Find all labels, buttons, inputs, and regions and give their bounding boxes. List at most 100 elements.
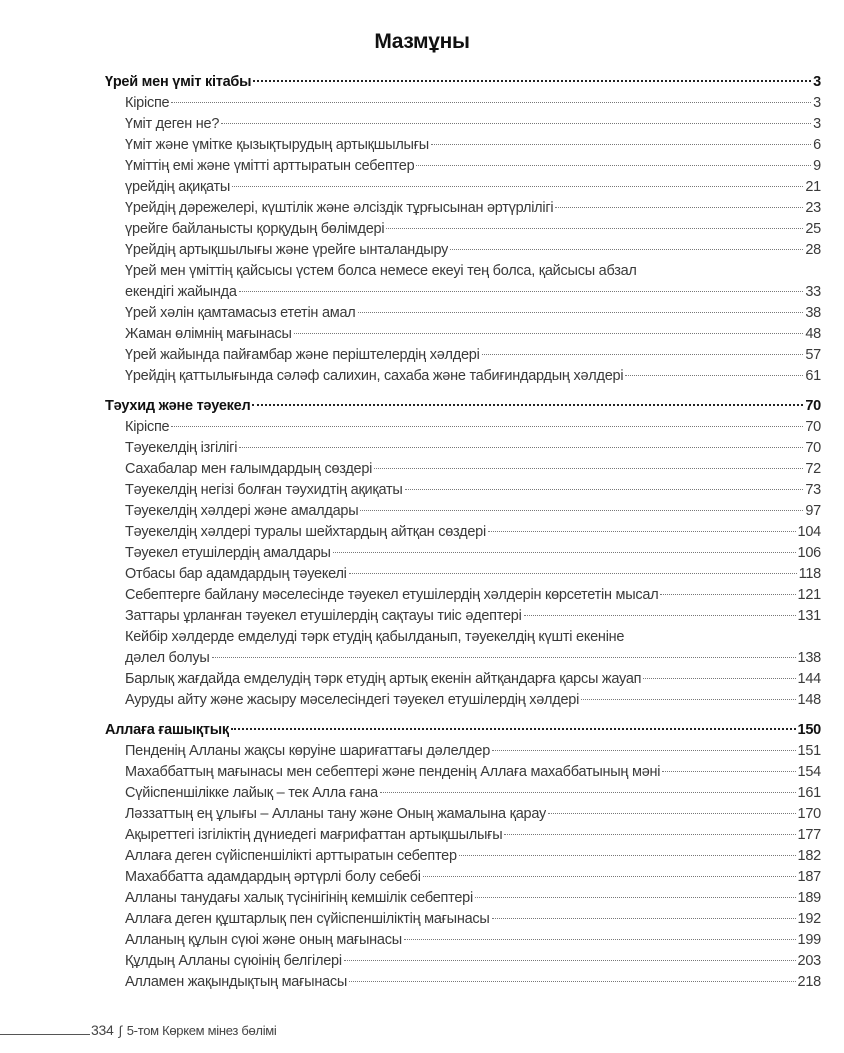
toc-entry[interactable]: Тәуекелдің ізгілігі 70 — [105, 438, 821, 459]
entry-title: Тәуекелдің ізгілігі — [125, 440, 238, 456]
entry-page-number: 3 — [813, 95, 821, 111]
entry-page-number: 70 — [805, 419, 821, 435]
footer-rule — [0, 1034, 90, 1035]
entry-page-number: 33 — [805, 284, 821, 300]
entry-title: Үрей мен үміт кітабы — [105, 74, 252, 90]
dot-leader — [171, 426, 804, 427]
entry-title: Кейбір хәлдерде емделуді тәрк етудің қаб… — [125, 629, 625, 645]
entry-title: Алланы танудағы халық түсінігінің кемшіл… — [125, 890, 473, 906]
entry-page-number: 9 — [813, 158, 821, 174]
entry-title: Себептерге байлану мәселесінде тәуекел е… — [125, 587, 659, 603]
entry-title: Үрей жайында пайғамбар және періштелерді… — [125, 347, 480, 363]
entry-title: Ауруды айту және жасыру мәселесіндегі тә… — [125, 692, 580, 708]
dot-leader — [481, 354, 804, 355]
toc-entry[interactable]: Үрейдің артықшылығы және үрейге ынталанд… — [105, 240, 821, 261]
toc-entry[interactable]: Тәуекелдің негізі болған тәухидтің ақиқа… — [105, 480, 821, 501]
dot-leader — [581, 699, 796, 700]
toc-entry[interactable]: Аллаға деген құштарлық пен сүйіспеншілік… — [105, 909, 821, 930]
entry-page-number: 192 — [797, 911, 822, 927]
dot-leader — [523, 615, 796, 616]
toc-entry[interactable]: Үміттің емі және үмітті арттыратын себеп… — [105, 156, 821, 177]
entry-page-number: 106 — [797, 545, 822, 561]
toc-entry[interactable]: Кіріспе 70 — [105, 417, 821, 438]
toc-entry[interactable]: Ауруды айту және жасыру мәселесіндегі тә… — [105, 690, 821, 711]
entry-page-number: 25 — [805, 221, 821, 237]
dot-leader — [458, 855, 796, 856]
toc-entry[interactable]: Үрей хәлін қамтамасыз ететін амал 38 — [105, 303, 821, 324]
entry-page-number: 61 — [805, 368, 821, 384]
dot-leader — [430, 144, 812, 145]
entry-title: Үміттің емі және үмітті арттыратын себеп… — [125, 158, 415, 174]
toc-entry[interactable]: Кіріспе 3 — [105, 93, 821, 114]
toc-entry[interactable]: Аллаға деген сүйіспеншілікті арттыратын … — [105, 846, 821, 867]
dot-leader — [491, 918, 796, 919]
entry-page-number: 199 — [797, 932, 822, 948]
toc-entry[interactable]: Үрейдің қаттылығында сәләф салихин, саха… — [105, 366, 821, 387]
toc-entry[interactable]: Махаббаттың мағынасы мен себептері және … — [105, 762, 821, 783]
entry-page-number: 70 — [805, 398, 821, 414]
toc-entry[interactable]: Отбасы бар адамдардың тәуекелі 118 — [105, 564, 821, 585]
entry-title: Заттары ұрланған тәуекел етушілердің сақ… — [125, 608, 522, 624]
entry-title: Құлдың Алланы сүюінің белгілері — [125, 953, 342, 969]
toc-entry[interactable]: үрейдің ақиқаты 21 — [105, 177, 821, 198]
toc-section-heading[interactable]: Үрей мен үміт кітабы 3 — [105, 72, 821, 93]
dot-leader — [555, 207, 804, 208]
toc-entry[interactable]: Алланың құлын сүюі және оның мағынасы 199 — [105, 930, 821, 951]
dot-leader — [348, 573, 797, 574]
entry-title: Сахабалар мен ғалымдардың сөздері — [125, 461, 373, 477]
toc-entry[interactable]: Ақыреттегі ізгіліктің дүниедегі мағрифат… — [105, 825, 821, 846]
entry-page-number: 21 — [805, 179, 821, 195]
dot-leader — [221, 123, 812, 124]
toc-entry[interactable]: үрейге байланысты қорқудың бөлімдері 25 — [105, 219, 821, 240]
toc-entry[interactable]: Пенденің Алланы жақсы көруіне шариғаттағ… — [105, 741, 821, 762]
entry-title: Алламен жақындықтың мағынасы — [125, 974, 348, 990]
toc-entry[interactable]: Үміт деген не? 3 — [105, 114, 821, 135]
toc-entry[interactable]: Үміт және үмітке қызықтырудың артықшылығ… — [105, 135, 821, 156]
dot-leader — [487, 531, 796, 532]
entry-page-number: 218 — [797, 974, 822, 990]
dot-leader — [293, 333, 804, 334]
entry-page-number: 203 — [797, 953, 822, 969]
entry-page-number: 72 — [805, 461, 821, 477]
entry-page-number: 3 — [813, 74, 821, 90]
toc-entry[interactable]: Ләззаттың ең ұлығы – Алланы тану және Он… — [105, 804, 821, 825]
entry-title: үрейдің ақиқаты — [125, 179, 231, 195]
toc-entry[interactable]: Тәуекел етушілердің амалдары 106 — [105, 543, 821, 564]
toc-entry[interactable]: Барлық жағдайда емделудің тәрк етудің ар… — [105, 669, 821, 690]
toc-entry-continuation[interactable]: екендігі жайында 33 — [105, 282, 821, 303]
dot-leader — [374, 468, 804, 469]
toc-entry[interactable]: Жаман өлімнің мағынасы 48 — [105, 324, 821, 345]
toc-entry[interactable]: Себептерге байлану мәселесінде тәуекел е… — [105, 585, 821, 606]
entry-page-number: 161 — [797, 785, 822, 801]
dot-leader — [403, 939, 796, 940]
toc-entry[interactable]: Құлдың Алланы сүюінің белгілері 203 — [105, 951, 821, 972]
toc-entry[interactable]: Махаббатта адамдардың әртүрлі болу себеб… — [105, 867, 821, 888]
entry-page-number: 148 — [797, 692, 822, 708]
dot-leader — [643, 678, 796, 679]
toc-entry-continuation[interactable]: дәлел болуы 138 — [105, 648, 821, 669]
toc-entry[interactable]: Алламен жақындықтың мағынасы 218 — [105, 972, 821, 993]
dot-leader — [252, 404, 804, 406]
entry-page-number: 57 — [805, 347, 821, 363]
entry-title: Тәуекелдің хәлдері туралы шейхтардың айт… — [125, 524, 486, 540]
toc-entry[interactable]: Тәуекелдің хәлдері және амалдары 97 — [105, 501, 821, 522]
toc-entry[interactable]: Үрей жайында пайғамбар және періштелерді… — [105, 345, 821, 366]
toc-entry[interactable]: Үрейдің дәрежелері, күштілік және әлсізд… — [105, 198, 821, 219]
toc-entry[interactable]: Тәуекелдің хәлдері туралы шейхтардың айт… — [105, 522, 821, 543]
dot-leader — [332, 552, 796, 553]
toc-entry[interactable]: Сахабалар мен ғалымдардың сөздері 72 — [105, 459, 821, 480]
entry-page-number: 151 — [797, 743, 822, 759]
toc-entry[interactable]: Кейбір хәлдерде емделуді тәрк етудің қаб… — [105, 627, 821, 648]
dot-leader — [343, 960, 796, 961]
page-footer: 334 ∫ 5-том Көркем мінез бөлімі — [0, 1022, 277, 1038]
dot-leader — [422, 876, 796, 877]
dot-leader — [238, 291, 804, 292]
entry-page-number: 170 — [797, 806, 822, 822]
toc-entry[interactable]: Сүйіспеншілікке лайық – тек Алла ғана 161 — [105, 783, 821, 804]
toc-section-heading[interactable]: Аллаға ғашықтық 150 — [105, 720, 821, 741]
toc-section-heading[interactable]: Тәухид және тәуекел 70 — [105, 396, 821, 417]
toc-entry[interactable]: Заттары ұрланған тәуекел етушілердің сақ… — [105, 606, 821, 627]
toc-entry[interactable]: Үрей мен үміттің қайсысы үстем болса нем… — [105, 261, 821, 282]
toc-entry[interactable]: Алланы танудағы халық түсінігінің кемшіл… — [105, 888, 821, 909]
entry-page-number: 118 — [798, 566, 822, 582]
